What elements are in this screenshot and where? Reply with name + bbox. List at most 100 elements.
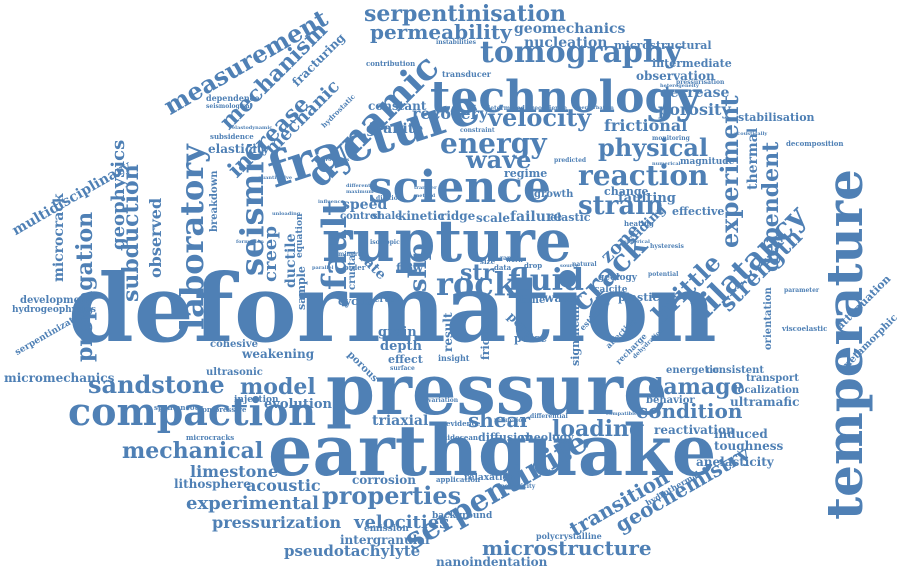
word-magnitude: magnitude <box>680 157 735 167</box>
word-recovery: recovery <box>412 104 489 123</box>
word-induced: induced <box>714 427 768 441</box>
word-science: science <box>368 162 552 213</box>
word-sandstone: sandstone <box>88 370 225 399</box>
word-geoscience: geoscience <box>530 105 567 112</box>
word-granite: granite <box>366 121 424 137</box>
word-development: development <box>20 295 92 306</box>
word-potential: potential <box>648 271 679 278</box>
word-reduction: reduction <box>494 417 527 424</box>
word-sample: sample <box>295 266 308 310</box>
word-acoustic: acoustic <box>246 476 321 495</box>
word-nucleation: nucleation <box>524 35 608 51</box>
word-acoustically: acoustically <box>734 131 768 137</box>
word-relaxation: relaxation <box>464 473 516 483</box>
word-surface: surface <box>390 365 415 372</box>
word-failure: failure <box>510 209 563 225</box>
word-propagation: propagation <box>72 211 98 362</box>
word-loading: loading <box>552 416 645 442</box>
word-maximum: maximum <box>346 189 374 195</box>
word-toughness: toughness <box>714 439 784 453</box>
word-ridge: ridge <box>440 209 476 223</box>
word-pressure: pressure <box>326 348 668 431</box>
word-consistent: consistent <box>706 365 764 376</box>
word-intergranular: intergranular <box>340 533 432 547</box>
word-orientation: orientation <box>763 287 774 350</box>
word-effect: effect <box>388 353 423 366</box>
word-stabilisation: stabilisation <box>738 111 815 124</box>
word-shale: shale <box>372 211 402 222</box>
word-midocean: midocean <box>440 433 478 442</box>
word-spontaneous: spontaneous <box>154 403 204 412</box>
word-calcite: calcite <box>594 285 628 295</box>
word-faulting: faulting <box>618 191 676 206</box>
word-compaction: compaction <box>68 389 316 434</box>
word-formation: formation <box>236 239 264 245</box>
word-rupture: rupture <box>322 207 572 275</box>
word-pulse: pulse <box>514 332 548 345</box>
word-technology: technology <box>430 72 701 123</box>
word-plastic: plastic <box>618 291 660 304</box>
word-triaxial: triaxial <box>372 413 429 429</box>
word-limestone: limestone <box>190 462 279 481</box>
word-condition: condition <box>636 399 743 423</box>
word-micromechanics: micromechanics <box>4 371 115 385</box>
word-injection: injection <box>234 395 279 405</box>
word-instabilities: instabilities <box>436 39 476 46</box>
word-physical: physical <box>598 133 709 162</box>
word-anelasticity: anelasticity <box>696 455 774 469</box>
word-geomechanics: geomechanics <box>514 21 626 37</box>
word-compatible: compatible <box>606 411 638 417</box>
word-parameter: parameter <box>784 287 820 294</box>
word-variation: variation <box>428 397 459 404</box>
word-size: size <box>480 257 496 266</box>
word-str: str <box>460 260 495 286</box>
word-reactivation: reactivation <box>654 423 735 437</box>
word-speed: speed <box>342 197 388 213</box>
word-model: model <box>240 374 316 400</box>
word-polycrystalline: polycrystalline <box>536 531 602 541</box>
word-permeability: permeability <box>370 20 512 44</box>
word-growth: growth <box>534 189 574 200</box>
word-subsidence: subsidence <box>210 132 254 141</box>
word-method: method <box>414 193 436 199</box>
word-natural: natural <box>572 261 597 268</box>
word-elastodynamic: elastodynamic <box>232 125 273 131</box>
word-mineral: mineral <box>338 251 365 258</box>
word-monitoring: monitoring <box>652 135 690 142</box>
word-transfer: transfer <box>414 185 437 191</box>
word-geophysics: geophysics <box>108 139 129 250</box>
word-cohesive: cohesive <box>210 339 258 350</box>
word-lithosphere: lithosphere <box>174 477 251 491</box>
word-different: different <box>346 183 371 189</box>
word-insight: insight <box>438 353 470 363</box>
word-heterogeneity: heterogeneity <box>660 83 699 89</box>
word-emission: emission <box>364 524 409 534</box>
word-processes: processes <box>322 157 350 163</box>
word-ultramafic: ultramafic <box>730 395 800 409</box>
word-data: data <box>494 263 512 272</box>
word-properties: properties <box>322 481 462 510</box>
word-significant: significant <box>569 300 582 366</box>
word-strain: strain <box>578 191 664 221</box>
word-behavior: behavior <box>646 395 695 406</box>
word-quantitative: quantitative <box>258 175 293 181</box>
word-decrease: decrease <box>660 85 730 101</box>
word-geology: geology <box>598 273 637 283</box>
word-diffusion: diffusion <box>478 431 533 444</box>
word-viscoelastic: viscoelastic <box>782 324 828 333</box>
word-pseudotachylyte: pseudotachylyte <box>284 542 421 560</box>
word-elasticity: elasticity <box>208 142 270 156</box>
word-determined: determined <box>486 105 525 112</box>
word-background: background <box>432 511 493 521</box>
word-perturbation: perturbation <box>578 105 614 111</box>
word-equation: equation <box>295 213 305 258</box>
word-hysteresis: hysteresis <box>650 243 684 250</box>
word-cyclic: cyclic <box>338 295 373 308</box>
word-observed: observed <box>146 197 165 278</box>
word-constant: constant <box>368 99 427 113</box>
word-effective: effective <box>672 205 725 218</box>
word-microcrack: microcrack <box>51 193 67 282</box>
word-laboratory: laboratory <box>173 144 211 330</box>
word-microstructure: microstructure <box>482 536 652 560</box>
